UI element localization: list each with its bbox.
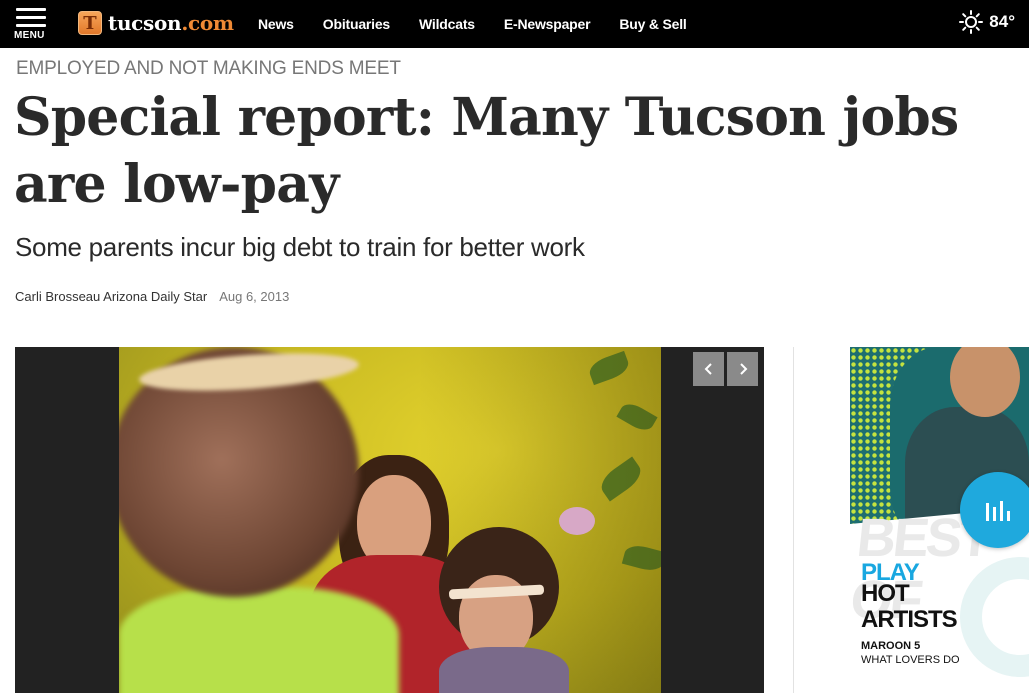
nav-item-e-newspaper[interactable]: E-Newspaper [503, 16, 591, 32]
photo-figure [439, 647, 569, 693]
article-headline: Special report: Many Tucson jobs are low… [14, 87, 959, 215]
article-photo[interactable] [119, 347, 661, 693]
hamburger-icon-bar [16, 24, 46, 27]
gallery-prev-button[interactable] [693, 352, 724, 386]
menu-button[interactable]: MENU [14, 6, 50, 44]
byline-author[interactable]: Carli Brosseau Arizona Daily Star [15, 289, 208, 304]
sun-icon [959, 10, 984, 34]
ad-figure [950, 347, 1020, 417]
audio-bars-icon [986, 501, 1010, 521]
logo-mark: T [78, 11, 102, 35]
logo-tld: .com [181, 11, 234, 35]
column-divider [793, 347, 794, 693]
photo-figure [119, 587, 399, 693]
audio-player-button[interactable] [960, 472, 1029, 548]
site-logo[interactable]: T tucson.com [78, 8, 234, 38]
logo-text: tucson.com [108, 11, 234, 35]
chevron-right-icon [739, 363, 747, 375]
article-kicker[interactable]: EMPLOYED AND NOT MAKING ENDS MEET [16, 58, 401, 79]
article-subhead: Some parents incur big debt to train for… [15, 232, 585, 262]
hamburger-icon [16, 8, 46, 11]
chevron-left-icon [704, 363, 712, 375]
byline: Carli Brosseau Arizona Daily Star Aug 6,… [15, 289, 289, 304]
hamburger-icon-bar [16, 16, 46, 19]
menu-label: MENU [14, 30, 45, 41]
ad-play-text: PLAY [861, 559, 920, 586]
main-nav: News Obituaries Wildcats E-Newspaper Buy… [258, 0, 716, 48]
temperature: 84° [989, 12, 1015, 31]
ad-artists-text: ARTISTS [861, 606, 958, 633]
gallery-next-button[interactable] [727, 352, 758, 386]
nav-item-buy-sell[interactable]: Buy & Sell [619, 16, 687, 32]
ad-song-title: WHAT LOVERS DO [861, 654, 960, 666]
photo-gallery[interactable] [15, 347, 764, 693]
byline-date: Aug 6, 2013 [219, 289, 290, 304]
nav-item-wildcats[interactable]: Wildcats [419, 16, 475, 32]
ad-artist-name: MAROON 5 [861, 640, 921, 652]
nav-item-obituaries[interactable]: Obituaries [322, 16, 391, 32]
photo-flower [559, 507, 595, 535]
nav-item-news[interactable]: News [258, 16, 294, 32]
ad-hot-text: HOT [861, 580, 910, 607]
weather-widget[interactable]: 84° [959, 10, 1015, 34]
top-nav-bar: MENU T tucson.com News Obituaries Wildca… [0, 0, 1029, 48]
logo-name: tucson [108, 11, 182, 35]
